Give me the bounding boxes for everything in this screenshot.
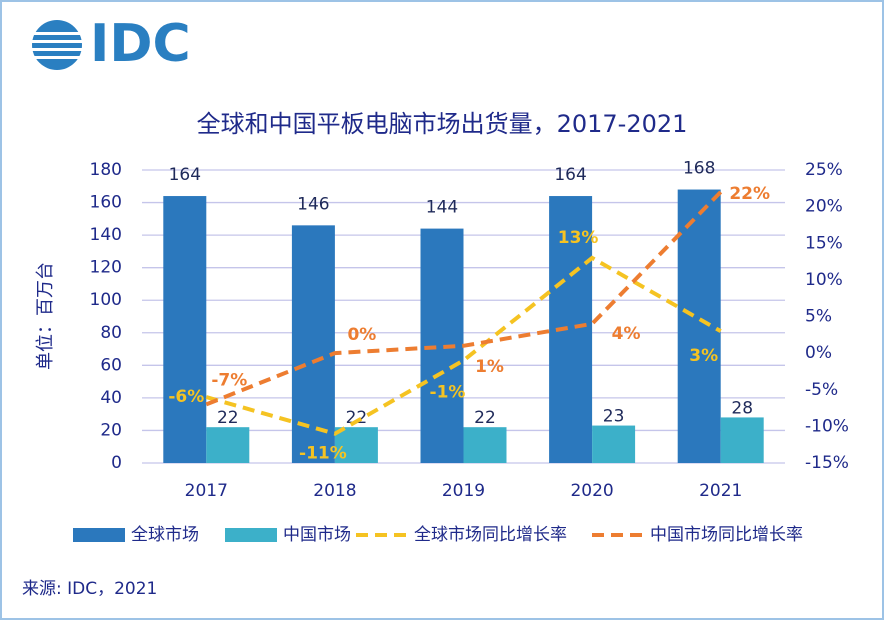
y-tick-label: 20	[100, 420, 122, 440]
x-tick-label: 2020	[570, 481, 613, 501]
bar	[291, 225, 335, 463]
y-tick-label: 40	[100, 388, 122, 408]
line-label: -7%	[211, 370, 247, 390]
legend-swatch	[73, 528, 125, 542]
legend-label: 中国市场	[283, 525, 351, 545]
line-label: 13%	[558, 228, 599, 248]
source: 来源: IDC，2021	[22, 579, 157, 599]
chart-title: 全球和中国平板电脑市场出货量，2017-2021	[197, 110, 688, 138]
y2-tick-label: 10%	[805, 270, 843, 290]
line-label: 0%	[347, 325, 376, 345]
bar-label: 146	[297, 194, 329, 214]
bar	[206, 427, 250, 463]
bar-label: 168	[683, 159, 715, 179]
line-label: -11%	[299, 444, 347, 464]
x-tick-label: 2019	[442, 481, 485, 501]
line-label: -6%	[168, 387, 204, 407]
line	[205, 190, 723, 407]
logo: IDC	[90, 14, 191, 74]
bar	[420, 228, 464, 463]
y-tick-label: 120	[90, 258, 122, 278]
bar-label: 28	[731, 398, 753, 418]
logo-mark	[30, 20, 84, 70]
bar	[163, 196, 207, 464]
x-tick-label: 2017	[185, 481, 228, 501]
bar	[334, 427, 378, 463]
line-label: -1%	[430, 382, 466, 402]
bar-label: 22	[217, 408, 239, 428]
y2-tick-label: 5%	[805, 307, 832, 327]
y2-tick-label: 0%	[805, 343, 832, 363]
bar	[592, 425, 636, 463]
line-label: 1%	[475, 357, 504, 377]
legend-swatch	[225, 528, 277, 542]
y-tick-label: 180	[90, 160, 122, 180]
y-tick-label: 0	[111, 453, 122, 473]
bar-label: 164	[554, 165, 586, 185]
legend-label: 中国市场同比增长率	[650, 525, 803, 545]
bar-label: 144	[426, 198, 458, 218]
y-tick-label: 140	[90, 225, 122, 245]
y2-tick-label: 15%	[805, 233, 843, 253]
y-axis-title: 单位：百万台	[35, 262, 56, 370]
line-label: 3%	[689, 346, 718, 366]
line-label: 22%	[729, 184, 770, 204]
y-tick-label: 80	[100, 323, 122, 343]
bar	[720, 417, 764, 463]
line-label: 4%	[612, 324, 641, 344]
y2-tick-label: 20%	[805, 197, 843, 217]
legend-label: 全球市场	[131, 525, 199, 545]
y-tick-label: 160	[90, 193, 122, 213]
y-tick-label: 100	[90, 290, 122, 310]
x-tick-label: 2021	[699, 481, 742, 501]
bar	[677, 189, 721, 464]
legend-label: 全球市场同比增长率	[414, 525, 567, 545]
y2-tick-label: -10%	[805, 416, 849, 436]
bar	[463, 427, 507, 463]
bar-label: 164	[169, 165, 201, 185]
bar-label: 22	[346, 408, 368, 428]
y2-tick-label: -15%	[805, 453, 849, 473]
x-tick-label: 2018	[313, 481, 356, 501]
y-tick-label: 60	[100, 355, 122, 375]
bar-label: 22	[474, 408, 496, 428]
bar-label: 23	[603, 407, 625, 427]
y2-tick-label: -5%	[805, 380, 838, 400]
y2-tick-label: 25%	[805, 160, 843, 180]
